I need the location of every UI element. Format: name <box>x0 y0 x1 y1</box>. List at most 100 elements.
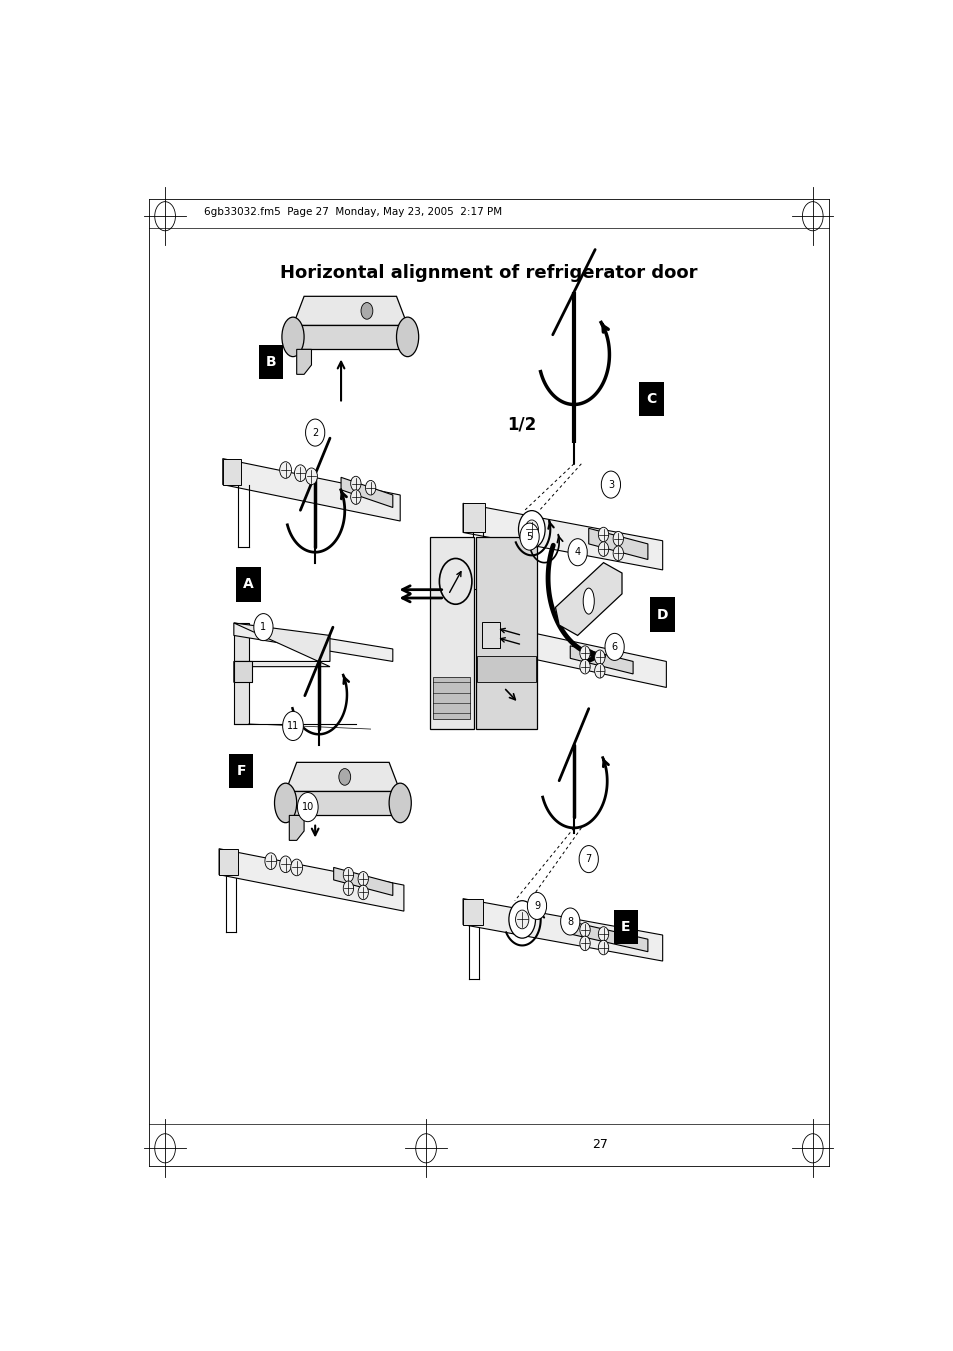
FancyBboxPatch shape <box>639 382 663 416</box>
Text: 5: 5 <box>526 531 532 542</box>
Text: 7: 7 <box>585 854 591 865</box>
Polygon shape <box>293 326 407 350</box>
Circle shape <box>613 546 623 561</box>
Polygon shape <box>222 458 241 485</box>
Circle shape <box>579 923 590 938</box>
Polygon shape <box>341 477 393 508</box>
Polygon shape <box>222 458 400 521</box>
Text: 11: 11 <box>287 721 299 731</box>
Circle shape <box>524 520 537 539</box>
Text: 8: 8 <box>567 916 573 927</box>
Circle shape <box>305 467 317 485</box>
Polygon shape <box>462 898 482 924</box>
Text: 2: 2 <box>312 427 318 438</box>
Polygon shape <box>462 898 662 961</box>
Circle shape <box>594 663 604 678</box>
Polygon shape <box>219 848 237 874</box>
Circle shape <box>598 542 608 557</box>
Circle shape <box>515 911 528 928</box>
Ellipse shape <box>396 317 418 357</box>
Circle shape <box>598 527 608 542</box>
Circle shape <box>598 927 608 942</box>
Ellipse shape <box>274 784 296 823</box>
Polygon shape <box>570 646 633 674</box>
Ellipse shape <box>389 784 411 823</box>
Polygon shape <box>334 867 393 896</box>
Text: 1/2: 1/2 <box>507 415 537 434</box>
Circle shape <box>600 471 619 499</box>
Text: E: E <box>620 920 630 934</box>
Circle shape <box>282 712 303 740</box>
Circle shape <box>360 303 373 319</box>
Text: F: F <box>236 763 246 778</box>
Polygon shape <box>481 621 499 648</box>
Text: 1: 1 <box>260 621 266 632</box>
Circle shape <box>294 465 306 481</box>
Circle shape <box>604 634 623 661</box>
Text: 6: 6 <box>611 642 617 653</box>
Circle shape <box>305 419 324 446</box>
Text: D: D <box>657 608 668 621</box>
Ellipse shape <box>281 317 304 357</box>
Ellipse shape <box>582 588 594 615</box>
Polygon shape <box>555 562 621 635</box>
Circle shape <box>351 490 360 504</box>
Circle shape <box>297 793 317 821</box>
Polygon shape <box>570 921 647 951</box>
Circle shape <box>253 613 273 640</box>
FancyBboxPatch shape <box>258 345 283 380</box>
Text: 3: 3 <box>607 480 614 489</box>
Text: A: A <box>243 577 253 592</box>
Circle shape <box>594 650 604 665</box>
FancyBboxPatch shape <box>613 909 638 944</box>
Circle shape <box>351 477 360 490</box>
Circle shape <box>527 893 546 920</box>
Text: 10: 10 <box>301 802 314 812</box>
Polygon shape <box>289 816 304 840</box>
Circle shape <box>365 481 375 494</box>
FancyBboxPatch shape <box>229 754 253 788</box>
Text: 6gb33032.fm5  Page 27  Monday, May 23, 2005  2:17 PM: 6gb33032.fm5 Page 27 Monday, May 23, 200… <box>204 207 502 218</box>
FancyBboxPatch shape <box>236 567 260 601</box>
Polygon shape <box>429 536 474 730</box>
Polygon shape <box>588 528 647 559</box>
Polygon shape <box>285 762 400 792</box>
Polygon shape <box>233 662 252 682</box>
Text: Horizontal alignment of refrigerator door: Horizontal alignment of refrigerator doo… <box>280 265 697 282</box>
Circle shape <box>508 901 535 938</box>
Circle shape <box>518 511 544 549</box>
Circle shape <box>343 867 354 882</box>
FancyBboxPatch shape <box>476 657 536 682</box>
Polygon shape <box>476 536 537 730</box>
Circle shape <box>598 940 608 955</box>
Circle shape <box>519 523 538 550</box>
Circle shape <box>579 659 590 674</box>
Polygon shape <box>293 296 407 326</box>
Circle shape <box>567 539 587 566</box>
Polygon shape <box>296 350 311 374</box>
Polygon shape <box>462 504 662 570</box>
Text: C: C <box>646 392 656 407</box>
Polygon shape <box>481 621 665 688</box>
Circle shape <box>265 852 276 870</box>
Polygon shape <box>233 623 393 662</box>
Polygon shape <box>219 848 403 911</box>
Text: 27: 27 <box>591 1138 607 1151</box>
Circle shape <box>578 846 598 873</box>
Circle shape <box>579 936 590 951</box>
Circle shape <box>613 531 623 546</box>
Circle shape <box>291 859 302 875</box>
Circle shape <box>357 871 368 886</box>
Polygon shape <box>285 792 400 816</box>
Polygon shape <box>462 504 485 532</box>
Text: 4: 4 <box>574 547 580 557</box>
Circle shape <box>279 857 292 873</box>
Circle shape <box>338 769 351 785</box>
Text: B: B <box>265 355 275 369</box>
Circle shape <box>579 646 590 661</box>
Circle shape <box>560 908 579 935</box>
FancyBboxPatch shape <box>433 677 470 719</box>
Circle shape <box>357 885 368 900</box>
Circle shape <box>279 462 292 478</box>
Polygon shape <box>233 623 330 682</box>
